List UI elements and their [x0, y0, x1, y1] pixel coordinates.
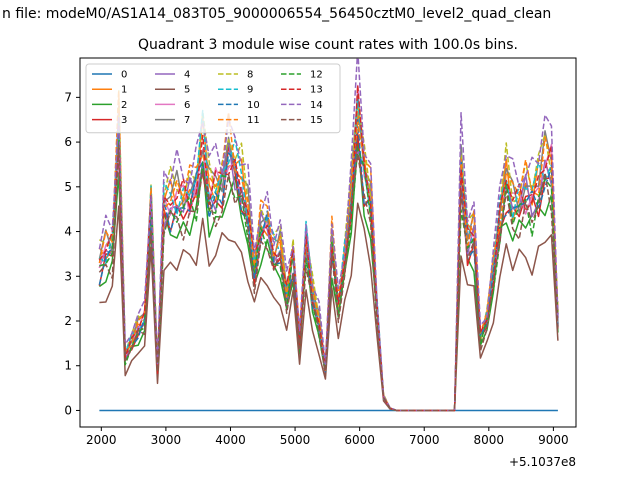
legend-label-10: 10 — [247, 100, 260, 111]
x-tick-label: 9000 — [538, 433, 569, 447]
legend-label-8: 8 — [247, 70, 253, 81]
legend-label-13: 13 — [310, 85, 323, 96]
y-axis: 0 1 2 3 4 5 6 7 — [64, 90, 80, 417]
y-tick-label: 4 — [64, 225, 72, 239]
series-line-14 — [98, 58, 559, 412]
legend-frame — [85, 63, 341, 134]
x-tick-label: 2000 — [86, 433, 117, 447]
chart-title: Quadrant 3 module wise count rates with … — [138, 37, 518, 53]
series-line-12 — [99, 130, 559, 412]
x-offset-label: +5.1037e8 — [509, 455, 576, 469]
y-tick-label: 7 — [64, 90, 72, 104]
y-tick-label: 1 — [64, 359, 72, 373]
x-tick-label: 4000 — [215, 433, 246, 447]
legend-label-1: 1 — [121, 85, 127, 96]
x-tick-label: 6000 — [344, 433, 375, 447]
legend-label-2: 2 — [121, 100, 127, 111]
y-tick-label: 5 — [64, 180, 72, 194]
figure-suptitle: n file: modeM0/AS1A14_083T05_9000006554_… — [2, 6, 551, 22]
legend-label-3: 3 — [121, 115, 127, 126]
plot-frame — [79, 57, 577, 428]
x-tick-label: 3000 — [151, 433, 182, 447]
series-layer — [98, 58, 559, 412]
legend-label-9: 9 — [247, 85, 253, 96]
legend-label-6: 6 — [184, 100, 190, 111]
x-tick-label: 8000 — [474, 433, 505, 447]
series-line-5 — [99, 202, 559, 412]
y-tick-label: 3 — [64, 269, 72, 283]
series-line-15 — [98, 144, 559, 412]
legend-label-7: 7 — [184, 115, 190, 126]
legend-label-4: 4 — [184, 70, 190, 81]
legend-label-12: 12 — [310, 70, 323, 81]
y-tick-label: 6 — [64, 135, 72, 149]
legend-label-14: 14 — [310, 100, 323, 111]
x-axis: 2000 3000 4000 5000 6000 7000 8000 9000 — [86, 427, 569, 447]
y-tick-label: 0 — [64, 403, 72, 417]
legend-label-0: 0 — [121, 70, 127, 81]
legend-label-5: 5 — [184, 85, 190, 96]
legend-label-15: 15 — [310, 115, 323, 126]
x-tick-label: 7000 — [409, 433, 440, 447]
y-tick-label: 2 — [64, 314, 72, 328]
legend-label-11: 11 — [247, 115, 260, 126]
x-tick-label: 5000 — [280, 433, 311, 447]
